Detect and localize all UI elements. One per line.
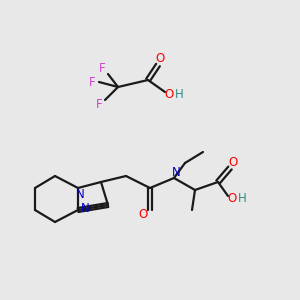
- Text: F: F: [96, 98, 102, 112]
- Text: O: O: [164, 88, 174, 101]
- Text: O: O: [227, 191, 237, 205]
- Text: O: O: [138, 208, 148, 221]
- Text: N: N: [81, 202, 89, 214]
- Text: H: H: [175, 88, 183, 101]
- Text: N: N: [172, 166, 180, 178]
- Text: O: O: [228, 157, 238, 169]
- Text: F: F: [89, 76, 95, 88]
- Text: H: H: [238, 191, 246, 205]
- Text: F: F: [99, 62, 105, 76]
- Text: O: O: [155, 52, 165, 65]
- Text: N: N: [76, 188, 84, 202]
